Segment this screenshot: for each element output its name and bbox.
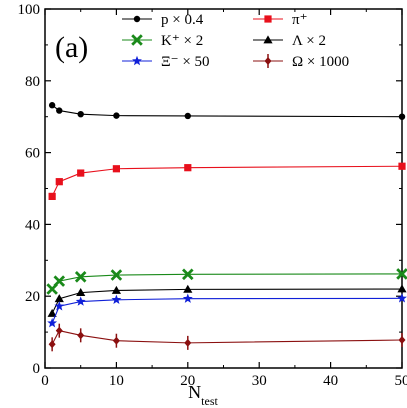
x-axis-label: Ntest (188, 382, 218, 408)
series-line (51, 165, 403, 197)
legend-marker (264, 15, 272, 23)
legend-marker (263, 35, 273, 44)
series-line (51, 288, 403, 314)
legend-entry: p × 0.4 (122, 12, 204, 28)
data-point (111, 285, 121, 294)
legend-entry: Λ × 2 (253, 33, 326, 49)
x-tick-label: 20 (180, 373, 195, 389)
data-point (397, 293, 407, 303)
data-point (53, 275, 66, 287)
legend-label: Λ × 2 (292, 33, 326, 49)
data-point (113, 112, 120, 119)
series-4 (47, 293, 407, 328)
data-point (46, 283, 58, 295)
y-tick-label: 60 (25, 146, 40, 162)
data-point (74, 271, 87, 283)
series-0 (48, 102, 406, 120)
data-point (77, 169, 85, 177)
series-line (51, 297, 403, 324)
data-point (111, 294, 122, 304)
series-5 (48, 323, 406, 352)
data-point (54, 301, 65, 311)
legend-label: p × 0.4 (161, 12, 204, 28)
series-1 (48, 162, 406, 200)
legend-entry: K⁺ × 2 (122, 33, 203, 49)
x-tick-label: 40 (323, 373, 338, 389)
legend-marker (131, 34, 143, 46)
data-point (54, 294, 64, 303)
series-line (51, 104, 403, 118)
data-point (55, 178, 63, 186)
data-point (48, 102, 56, 109)
data-point (398, 335, 406, 344)
data-point (398, 113, 406, 120)
legend-marker (132, 55, 142, 66)
data-point (76, 288, 86, 297)
series-3 (47, 284, 407, 317)
data-point (397, 284, 407, 293)
legend-entry: π⁺ (253, 12, 308, 28)
data-point (77, 331, 85, 340)
legend-label: Ω × 1000 (292, 54, 349, 70)
legend-label: π⁺ (292, 12, 308, 28)
y-tick-label: 100 (18, 2, 41, 18)
legend-marker (133, 15, 141, 23)
plot-area: 0 10 20 30 40 50 0 20 40 60 80 100 (18, 2, 407, 389)
y-tick-label: 0 (33, 361, 41, 377)
data-point (75, 296, 86, 306)
data-point (398, 162, 406, 170)
panel-label: (a) (55, 31, 88, 64)
data-point (184, 164, 192, 172)
data-point (184, 338, 192, 347)
data-point (112, 165, 120, 173)
data-point (112, 336, 120, 345)
data-point (56, 107, 63, 114)
legend-marker (264, 57, 272, 65)
data-point (110, 269, 123, 281)
y-tick-label: 20 (25, 289, 40, 305)
series-2 (46, 268, 407, 295)
legend-entry: Ω × 1000 (253, 54, 349, 70)
data-point (184, 112, 191, 120)
data-point (183, 284, 193, 293)
series-line (51, 273, 403, 290)
y-tick-label: 40 (25, 217, 40, 233)
x-tick-label: 50 (395, 373, 407, 389)
y-tick-label: 80 (25, 74, 40, 90)
legend-label: Ξ⁻ × 50 (161, 54, 210, 70)
series-line (51, 330, 403, 345)
axis-ticks: 0 10 20 30 40 50 0 20 40 60 80 100 (18, 2, 407, 389)
data-point (77, 110, 84, 118)
x-axis-label-main: N (188, 382, 201, 402)
legend-label: K⁺ × 2 (161, 33, 203, 49)
data-point (55, 326, 63, 335)
data-point (47, 308, 57, 317)
data-point (48, 340, 56, 349)
data-point (48, 192, 56, 200)
legend: p × 0.4 π⁺ K⁺ × 2 Λ × 2 Ξ⁻ × 50 Ω × 1000 (122, 12, 349, 70)
x-tick-label: 10 (109, 373, 124, 389)
data-point (396, 268, 407, 280)
x-tick-label: 0 (41, 373, 49, 389)
data-point (47, 317, 58, 328)
x-axis-label-sub: test (201, 394, 218, 408)
data-point (182, 293, 193, 303)
x-tick-label: 30 (252, 373, 267, 389)
legend-entry: Ξ⁻ × 50 (122, 54, 210, 70)
series-layer (46, 102, 407, 352)
data-point (182, 268, 194, 281)
